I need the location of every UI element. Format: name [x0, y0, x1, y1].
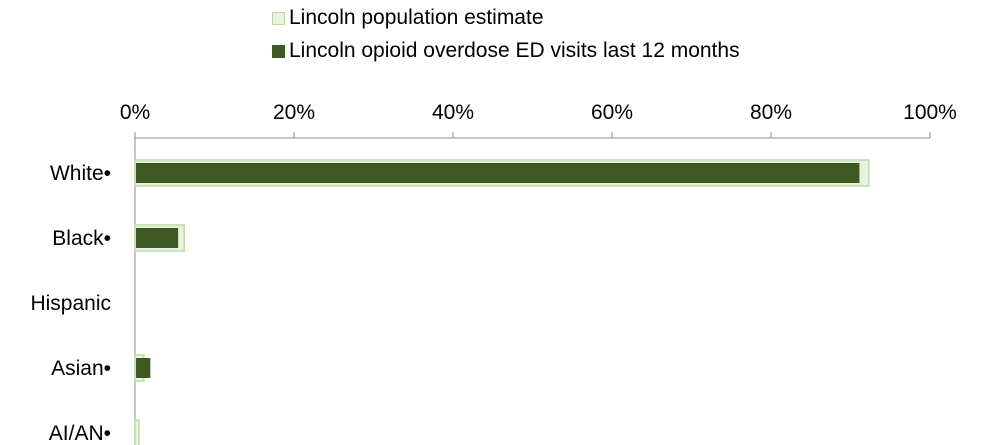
bar-ed-visits [136, 163, 860, 183]
category-label: Black• [52, 227, 111, 250]
category-label: White• [50, 162, 111, 185]
bar-population [134, 419, 140, 445]
bar-ed-visits [136, 358, 151, 378]
x-tick-label: 100% [903, 101, 957, 124]
x-tick-label: 0% [120, 101, 150, 124]
x-tick-label: 40% [432, 101, 474, 124]
bar-ed-visits [136, 228, 179, 248]
x-tick-label: 60% [591, 101, 633, 124]
legend-label-ed-visits: Lincoln opioid overdose ED visits last 1… [289, 39, 740, 62]
category-label: Asian• [51, 357, 111, 380]
legend-label-population: Lincoln population estimate [289, 6, 544, 29]
legend-swatch-population [272, 11, 285, 25]
legend: Lincoln population estimate Lincoln opio… [272, 4, 740, 70]
x-tick-label: 80% [750, 101, 792, 124]
x-tick-label: 20% [273, 101, 315, 124]
legend-item-population: Lincoln population estimate [272, 4, 740, 32]
legend-item-ed-visits: Lincoln opioid overdose ED visits last 1… [272, 37, 740, 65]
category-label: AI/AN• [49, 422, 111, 445]
category-label: Hispanic [30, 292, 111, 315]
legend-swatch-ed-visits [272, 44, 285, 58]
